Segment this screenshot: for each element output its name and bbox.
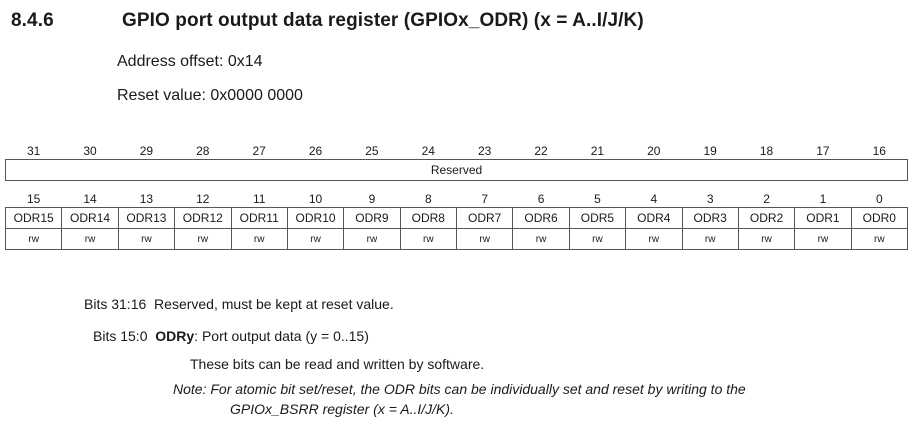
bits-31-16-label: Bits 31:16 — [84, 296, 147, 312]
bit-number: 5 — [594, 191, 601, 206]
bits-31-16-description: Bits 31:16 Reserved, must be kept at res… — [84, 296, 394, 312]
bit-number: 24 — [421, 143, 435, 158]
bits-15-0-label: Bits 15:0 — [93, 328, 148, 344]
bit-number: 21 — [590, 143, 605, 158]
bit-number: 6 — [537, 191, 545, 206]
bit-number: 11 — [252, 191, 266, 206]
odr-field: ODR10 — [286, 207, 345, 229]
section-title: GPIO port output data register (GPIOx_OD… — [122, 10, 644, 31]
odr-field: ODR1 — [794, 207, 852, 229]
bit-number: 31 — [27, 143, 41, 158]
bit-number: 28 — [196, 143, 210, 158]
note: Note: For atomic bit set/reset, the ODR … — [173, 379, 746, 419]
bit-number: 12 — [196, 191, 210, 206]
bit-number: 29 — [139, 143, 154, 158]
bit-number: 19 — [703, 143, 717, 158]
odr-field: ODR3 — [681, 207, 739, 229]
access-type: rw — [568, 228, 627, 250]
odr-field: ODR12 — [174, 207, 232, 229]
bit-number: 1 — [819, 191, 827, 206]
bits-31-16-text: Reserved, must be kept at reset value. — [154, 296, 394, 312]
access-type: rw — [512, 228, 570, 250]
access-type: rw — [230, 228, 288, 250]
bit-number: 7 — [481, 191, 489, 206]
access-type: rw — [850, 228, 909, 250]
address-offset: Address offset: 0x14 — [117, 53, 263, 70]
odr-field: ODR6 — [512, 207, 570, 229]
bit-number: 9 — [368, 191, 376, 206]
access-type: rw — [455, 228, 514, 250]
access-type: rw — [681, 228, 739, 250]
access-type: rw — [399, 228, 458, 250]
reserved-field: Reserved — [5, 159, 908, 181]
access-type: rw — [343, 228, 401, 250]
access-type: rw — [4, 228, 63, 250]
bit-number: 10 — [308, 191, 323, 206]
access-type: rw — [174, 228, 232, 250]
bits-15-0-description: Bits 15:0 ODRy: Port output data (y = 0.… — [93, 328, 369, 344]
note-line-1: Note: For atomic bit set/reset, the ODR … — [173, 381, 746, 397]
odr-field: ODR8 — [399, 207, 458, 229]
odr-field: ODR0 — [850, 207, 909, 229]
access-type: rw — [286, 228, 345, 250]
bit-number: 25 — [365, 143, 379, 158]
access-type: rw — [737, 228, 796, 250]
bit-number: 13 — [139, 191, 154, 206]
bit-number: 15 — [27, 191, 41, 206]
note-line-2: GPIOx_BSRR register (x = A..I/J/K). — [230, 401, 454, 417]
bit-number: 23 — [478, 143, 492, 158]
lower-field-row: ODR15 ODR14 ODR13 ODR12 ODR11 ODR10 ODR9 ODR8 OD… — [4, 207, 909, 229]
bit-number: 2 — [763, 191, 770, 206]
bit-number: 8 — [424, 191, 432, 206]
access-type: rw — [794, 228, 852, 250]
register-upper-table: 31 30 29 28 27 26 25 24 23 22 21 20 19 18 17 16 Reserve… — [5, 142, 908, 181]
odr-field: ODR7 — [455, 207, 514, 229]
lower-bit-number-row: 15 14 13 12 11 10 9 8 7 6 5 4 3 2 1 0 — [6, 190, 908, 208]
odr-field: ODR11 — [230, 207, 288, 229]
field-name-odry: ODRy — [155, 328, 195, 344]
odr-field: ODR4 — [625, 207, 683, 229]
odr-field: ODR14 — [61, 207, 119, 229]
bit-number: 26 — [308, 143, 323, 158]
bit-number: 4 — [650, 191, 658, 206]
odr-field: ODR15 — [4, 207, 63, 229]
bit-number: 22 — [534, 143, 548, 158]
section-number: 8.4.6 — [11, 10, 54, 31]
bit-number: 20 — [647, 143, 661, 158]
reset-value: Reset value: 0x0000 0000 — [117, 87, 303, 104]
access-row: rw rw rw rw rw rw rw rw rw rw rw rw rw rw rw rw — [4, 228, 909, 250]
bit-number: 18 — [759, 143, 774, 158]
access-type: rw — [61, 228, 119, 250]
upper-field-row: Reserved — [5, 159, 908, 181]
upper-bit-number-row: 31 30 29 28 27 26 25 24 23 22 21 20 19 18 17 16 — [6, 142, 908, 160]
bit-number: 0 — [875, 191, 883, 206]
odr-field: ODR5 — [568, 207, 627, 229]
rw-description: These bits can be read and written by so… — [190, 356, 485, 372]
register-lower-table: 15 14 13 12 11 10 9 8 7 6 5 4 3 2 1 0 ODR15 ODR14 ODR13 OD… — [4, 190, 909, 250]
bit-number: 17 — [816, 143, 830, 158]
access-type: rw — [117, 228, 176, 250]
odr-field: ODR13 — [117, 207, 176, 229]
bit-number: 27 — [252, 143, 266, 158]
bit-number: 3 — [706, 191, 714, 206]
odr-field: ODR9 — [343, 207, 401, 229]
bit-number: 16 — [872, 143, 886, 158]
bits-15-0-text: : Port output data (y = 0..15) — [194, 328, 369, 344]
access-type: rw — [625, 228, 683, 250]
bit-number: 30 — [83, 143, 97, 158]
bit-number: 14 — [83, 191, 97, 206]
odr-field: ODR2 — [737, 207, 796, 229]
